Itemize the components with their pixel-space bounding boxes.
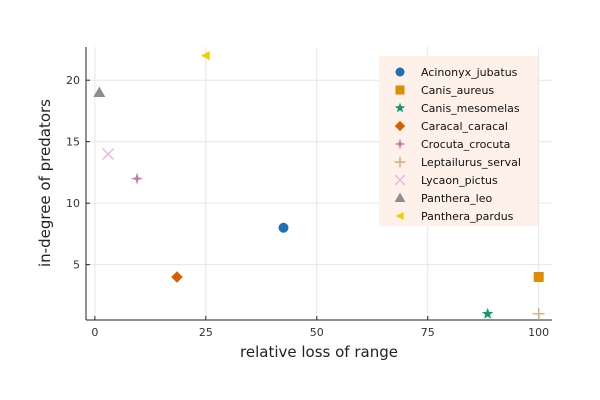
x-tick-label: 25 [199, 326, 213, 339]
data-point [171, 271, 183, 283]
y-tick-labels: 5 10 15 20 [66, 74, 80, 271]
legend-label: Acinonyx_jubatus [421, 66, 518, 79]
y-axis-label: in-degree of predators [36, 99, 54, 267]
legend-marker [395, 211, 404, 221]
x-tick-label: 75 [421, 326, 435, 339]
x-axis-label: relative loss of range [240, 343, 398, 361]
legend-marker [394, 102, 406, 113]
legend-marker [395, 85, 405, 95]
legend-marker [394, 174, 406, 186]
x-tick-label: 0 [91, 326, 98, 339]
legend-label: Panthera_leo [421, 192, 492, 205]
legend-label: Caracal_caracal [421, 120, 508, 133]
data-point [93, 86, 106, 97]
legend-label: Canis_aureus [421, 84, 494, 97]
y-tick-label: 20 [66, 74, 80, 87]
legend-marker [395, 67, 405, 77]
y-tick-label: 15 [66, 136, 80, 149]
data-point [532, 307, 545, 320]
x-tick-label: 50 [310, 326, 324, 339]
data-points [93, 51, 545, 320]
legend-marker [394, 138, 406, 150]
data-point [130, 172, 144, 185]
legend-label: Lycaon_pictus [421, 174, 498, 187]
legend-label: Crocuta_crocuta [421, 138, 510, 151]
data-point [102, 147, 115, 160]
legend-marker [394, 192, 406, 203]
x-tick-labels: 0 25 50 75 100 [91, 326, 549, 339]
data-point [278, 222, 289, 233]
y-tick-label: 10 [66, 197, 80, 210]
legend-marker [394, 120, 406, 132]
x-tick-label: 100 [528, 326, 549, 339]
legend-box [379, 56, 538, 226]
data-point [200, 51, 210, 61]
y-tick-label: 5 [73, 259, 80, 272]
legend-label: Leptailurus_serval [421, 156, 521, 169]
legend-label: Panthera_pardus [421, 210, 514, 223]
data-point [533, 271, 544, 282]
legend-label: Canis_mesomelas [421, 102, 520, 115]
legend-marker [394, 156, 406, 168]
legend: Acinonyx_jubatus Canis_aureus Canis_mesome… [379, 56, 538, 226]
data-point [481, 307, 494, 319]
